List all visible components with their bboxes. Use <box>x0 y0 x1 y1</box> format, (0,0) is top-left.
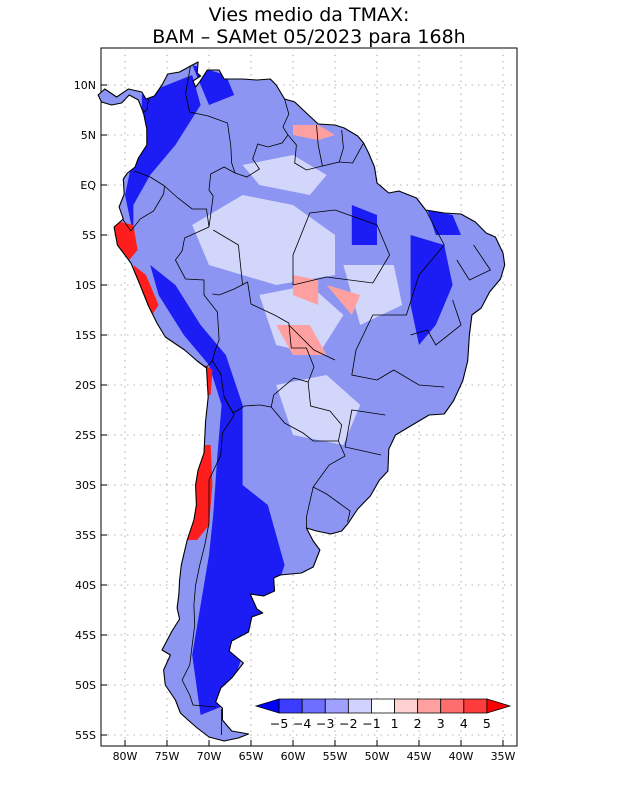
colorbar-label: −1 <box>362 716 380 731</box>
lat-tick-label: 10S <box>75 279 96 292</box>
weak-bias-area <box>343 265 403 325</box>
border-line <box>351 209 445 388</box>
lon-tick-label: 45W <box>407 750 432 763</box>
continent <box>97 61 506 742</box>
country-borders <box>122 65 491 735</box>
border-line <box>287 124 323 171</box>
lon-tick-label: 80W <box>113 750 138 763</box>
colorbar-label: −3 <box>316 716 334 731</box>
colorbar-swatch <box>417 698 442 714</box>
lon-tick-label: 40W <box>449 750 474 763</box>
colorbar-swatch <box>486 698 512 714</box>
colorbar-label: −5 <box>270 716 288 731</box>
lat-tick-label: 5N <box>81 129 96 142</box>
warm-bias-area <box>326 285 361 315</box>
lon-tick-label: 35W <box>491 750 516 763</box>
border-line <box>142 98 149 114</box>
colorbar-label: −2 <box>339 716 357 731</box>
colorbar-label: 1 <box>391 716 399 731</box>
lon-tick-label: 65W <box>239 750 264 763</box>
lat-tick-label: 50S <box>75 679 96 692</box>
lat-tick-label: 30S <box>75 479 96 492</box>
lat-tick-label: 25S <box>75 429 96 442</box>
border-line <box>164 185 210 228</box>
lon-tick-label: 55W <box>323 750 348 763</box>
border-line <box>185 65 236 228</box>
lon-tick-label: 70W <box>197 750 222 763</box>
warm-bias-area <box>276 325 327 355</box>
map-title-line-2: BAM – SAMet 05/2023 para 168h <box>152 26 466 48</box>
colorbar-swatch <box>463 698 488 714</box>
border-line <box>306 486 314 528</box>
colorbar-swatch <box>394 698 419 714</box>
colorbar-swatch <box>347 698 372 714</box>
warm-bias-area <box>293 125 335 140</box>
strong-cold-bias-area <box>410 235 453 345</box>
border-line <box>344 409 386 456</box>
lat-tick-label: EQ <box>80 179 96 192</box>
lon-tick-label: 50W <box>365 750 390 763</box>
border-line <box>410 299 462 346</box>
lat-tick-label: 20S <box>75 379 96 392</box>
lat-tick-label: 10N <box>74 79 96 92</box>
map-title-line-1: Vies medio da TMAX: <box>208 4 410 26</box>
border-line <box>292 209 391 286</box>
colorbar-label: 2 <box>414 716 422 731</box>
border-line <box>181 396 235 708</box>
colorbar-label: −4 <box>293 716 311 731</box>
border-line <box>174 226 220 369</box>
lat-tick-label: 45S <box>75 629 96 642</box>
colorbar-label: 3 <box>437 716 445 731</box>
weak-bias-area <box>192 195 335 285</box>
colorbar-swatch <box>440 698 465 714</box>
colorbar: −5 −4 −3 −2 −1 1 2 3 4 5 <box>254 698 512 731</box>
colorbar-swatch <box>278 698 303 714</box>
border-line <box>288 324 336 361</box>
colorbar-label: 5 <box>483 716 491 731</box>
lat-tick-label: 15S <box>75 329 96 342</box>
border-line <box>322 129 344 167</box>
strong-cold-bias-area <box>150 265 285 715</box>
weak-bias-area <box>276 375 361 445</box>
colorbar-swatch <box>324 698 349 714</box>
lat-tick-label: 35S <box>75 529 96 542</box>
latitude-axis: 10N 5N EQ 5S 10S 15S 20S 25S 30S 35S 40S 45S 50S 55S <box>74 79 107 742</box>
coastline <box>97 61 506 742</box>
longitude-axis: 80W 75W 70W 65W 60W 55W 50W 45W 40W 35W <box>113 740 516 763</box>
border-line <box>212 229 243 286</box>
border-line <box>234 98 290 178</box>
border-line <box>339 142 364 164</box>
warm-bias-area <box>293 275 319 305</box>
lat-tick-label: 40S <box>75 579 96 592</box>
strong-warm-bias-area <box>133 265 159 315</box>
lat-tick-label: 5S <box>82 229 96 242</box>
border-line <box>212 281 315 414</box>
lon-tick-label: 75W <box>155 750 180 763</box>
colorbar-label: 4 <box>460 716 468 731</box>
colorbar-swatch <box>301 698 326 714</box>
border-line <box>122 170 165 232</box>
colorbar-swatch <box>371 698 395 714</box>
strong-cold-bias-area <box>351 205 377 245</box>
border-line <box>456 244 491 281</box>
weak-bias-area <box>259 285 344 355</box>
lon-tick-label: 60W <box>281 750 306 763</box>
weak-bias-area <box>242 155 327 195</box>
lat-tick-label: 55S <box>75 729 96 742</box>
